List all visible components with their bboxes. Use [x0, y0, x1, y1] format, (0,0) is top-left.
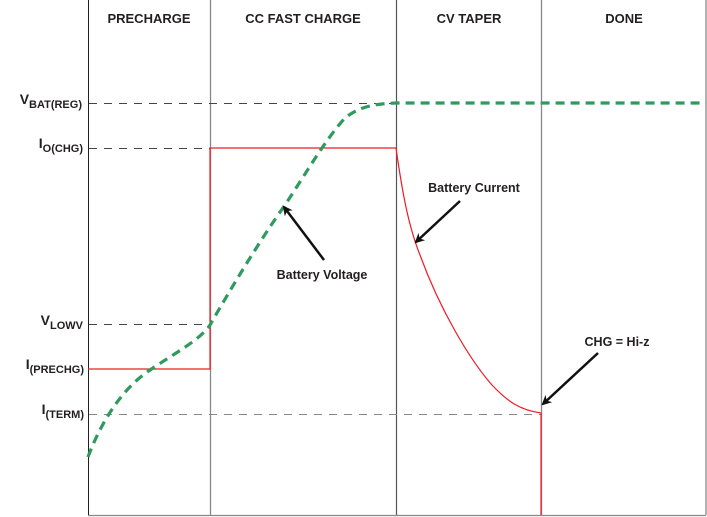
battery-voltage-curve: [86, 101, 706, 458]
plot-frame: [88, 0, 707, 517]
reference-lines: [89, 103, 541, 415]
label-io-chg: IO(CHG): [39, 135, 84, 155]
phase-precharge: PRECHARGE: [107, 11, 190, 26]
phase-cc-fast-charge: CC FAST CHARGE: [245, 11, 361, 26]
label-vlowv: VLOWV: [41, 312, 84, 332]
phase-cv-taper: CV TAPER: [437, 11, 502, 26]
done-arrow-icon: [541, 352, 599, 406]
phase-done: DONE: [605, 11, 643, 26]
current-arrow-icon: [414, 200, 461, 244]
voltage-arrow-icon: [282, 205, 325, 261]
battery-voltage-label: Battery Voltage: [277, 268, 368, 282]
label-iprechg: I(PRECHG): [26, 356, 85, 376]
chg-hi-z-label: CHG = Hi-z: [585, 335, 650, 349]
battery-current-label: Battery Current: [428, 181, 521, 195]
battery-current-curve: [88, 147, 542, 515]
label-iterm: I(TERM): [42, 401, 85, 421]
label-vbat-reg: VBAT(REG): [20, 91, 83, 111]
